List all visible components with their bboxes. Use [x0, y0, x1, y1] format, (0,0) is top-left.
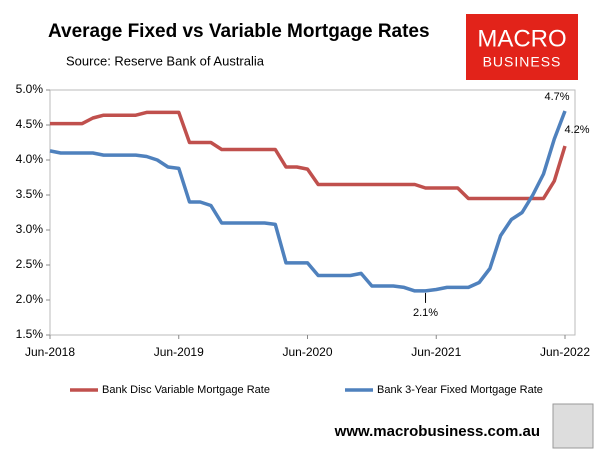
- website: www.macrobusiness.com.au: [334, 423, 540, 440]
- y-tick-label: 2.0%: [16, 292, 44, 306]
- legend-label: Bank 3-Year Fixed Mortgage Rate: [377, 384, 543, 396]
- series-line: [49, 110, 567, 293]
- wolf-logo: [552, 403, 594, 449]
- legend-label: Bank Disc Variable Mortgage Rate: [102, 384, 270, 396]
- x-tick-label: Jun-2018: [25, 345, 75, 359]
- series-line: [50, 110, 567, 201]
- data-label: 2.1%: [413, 307, 438, 319]
- x-tick-label: Jun-2022: [540, 345, 590, 359]
- logo-text: MACRO: [477, 25, 566, 52]
- y-tick-label: 3.0%: [16, 222, 44, 236]
- logo-box: [466, 14, 578, 80]
- y-tick-label: 2.5%: [16, 257, 44, 271]
- x-tick-label: Jun-2020: [282, 345, 332, 359]
- y-tick-label: 1.5%: [16, 327, 44, 341]
- x-tick-label: Jun-2021: [411, 345, 461, 359]
- chart-subtitle: Source: Reserve Bank of Australia: [66, 53, 265, 68]
- chart-title: Average Fixed vs Variable Mortgage Rates: [48, 21, 430, 42]
- y-tick-label: 5.0%: [16, 82, 44, 96]
- y-tick-label: 4.0%: [16, 152, 44, 166]
- x-tick-label: Jun-2019: [154, 345, 204, 359]
- plot-frame: [49, 89, 576, 336]
- data-label: 4.7%: [544, 91, 569, 103]
- y-tick-label: 3.5%: [16, 187, 44, 201]
- data-label: 4.2%: [564, 124, 589, 136]
- logo-text: BUSINESS: [483, 54, 562, 70]
- y-tick-label: 4.5%: [16, 117, 44, 131]
